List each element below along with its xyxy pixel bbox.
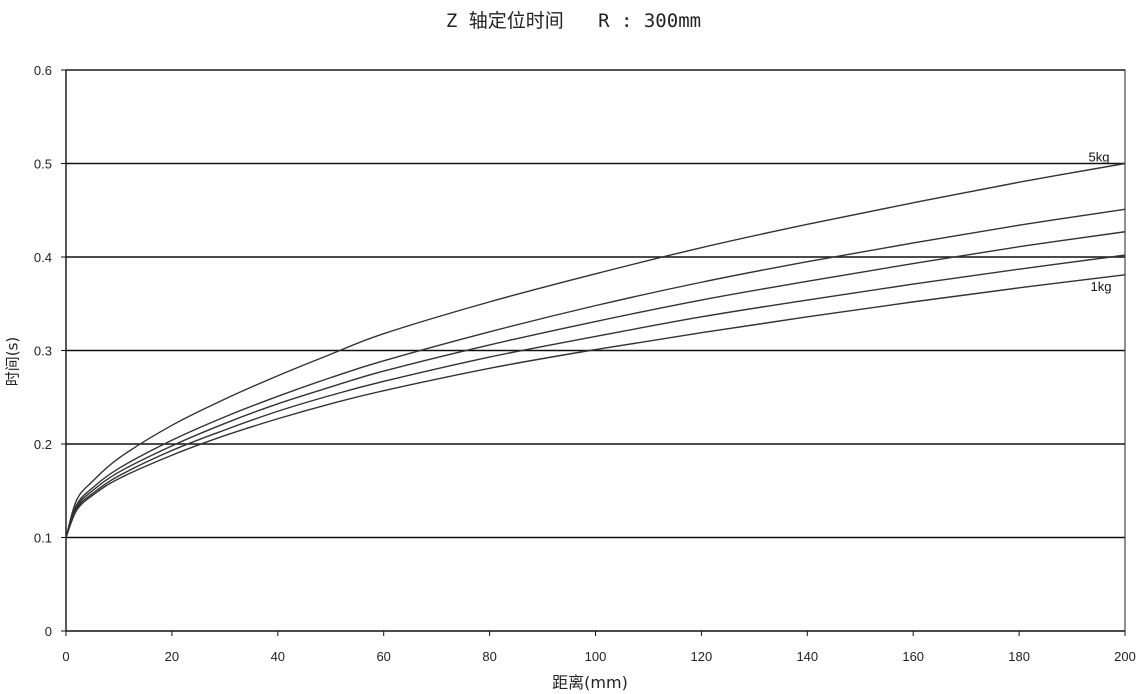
- x-tick-label: 180: [1008, 649, 1030, 664]
- x-tick-label: 60: [376, 649, 390, 664]
- x-tick-labels: 0 20 40 60 80 100 120 140 160 180 200: [62, 649, 1135, 664]
- series-line-series-4: [65, 254, 1126, 538]
- x-tick-label: 20: [165, 649, 179, 664]
- y-tick-label: 0.4: [34, 250, 52, 265]
- y-tick-label: 0.6: [34, 63, 52, 78]
- x-tick-label: 200: [1114, 649, 1136, 664]
- x-tick-label: 80: [482, 649, 496, 664]
- series-line-series-2: [65, 208, 1126, 538]
- chart-title: Z 轴定位时间 R : 300mm: [445, 10, 702, 32]
- x-tick-label: 120: [691, 649, 713, 664]
- grid-lines: [66, 69, 1125, 539]
- series-line-series-3: [65, 231, 1126, 538]
- series-label: 1kg: [1091, 279, 1112, 294]
- series-line-1kg: [65, 274, 1126, 538]
- axes: [61, 69, 1126, 636]
- series-label: 5kg: [1089, 150, 1110, 165]
- y-tick-labels: 0 0.1 0.2 0.3 0.4 0.5 0.6: [34, 63, 52, 639]
- x-axis-label: 距离(mm): [552, 673, 628, 692]
- series-line-5kg: [65, 162, 1126, 538]
- x-tick-label: 140: [796, 649, 818, 664]
- x-tick-label: 40: [271, 649, 285, 664]
- x-tick-label: 100: [585, 649, 607, 664]
- series-lines: [65, 162, 1126, 538]
- y-tick-label: 0.2: [34, 437, 52, 452]
- y-tick-label: 0.1: [34, 531, 52, 546]
- y-tick-label: 0.3: [34, 344, 52, 359]
- y-tick-label: 0: [45, 624, 52, 639]
- x-tick-label: 0: [62, 649, 69, 664]
- y-tick-label: 0.5: [34, 157, 52, 172]
- series-labels: 5kg 1kg: [1089, 150, 1112, 294]
- x-tick-label: 160: [902, 649, 924, 664]
